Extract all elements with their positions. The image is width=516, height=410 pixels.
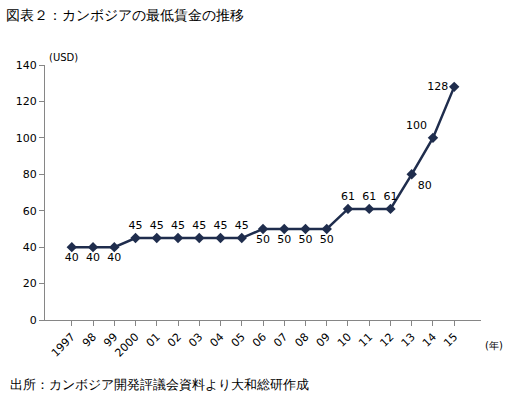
svg-text:2000: 2000 xyxy=(113,331,142,360)
svg-text:40: 40 xyxy=(23,241,37,254)
svg-text:100: 100 xyxy=(406,119,427,132)
svg-text:45: 45 xyxy=(171,219,185,232)
svg-text:07: 07 xyxy=(271,331,290,350)
svg-text:50: 50 xyxy=(256,233,270,246)
svg-text:45: 45 xyxy=(129,219,143,232)
svg-text:04: 04 xyxy=(207,331,226,350)
svg-text:61: 61 xyxy=(341,190,355,203)
svg-text:98: 98 xyxy=(80,331,99,350)
svg-text:40: 40 xyxy=(65,251,79,264)
svg-text:13: 13 xyxy=(399,331,418,350)
svg-text:02: 02 xyxy=(165,331,184,350)
svg-text:60: 60 xyxy=(23,205,37,218)
svg-text:100: 100 xyxy=(16,132,37,145)
svg-text:09: 09 xyxy=(314,331,333,350)
svg-text:50: 50 xyxy=(298,233,312,246)
svg-text:(USD): (USD) xyxy=(49,52,78,63)
svg-text:1997: 1997 xyxy=(49,331,78,360)
svg-text:40: 40 xyxy=(107,251,121,264)
svg-text:40: 40 xyxy=(86,251,100,264)
svg-text:45: 45 xyxy=(192,219,206,232)
svg-text:128: 128 xyxy=(427,80,448,93)
svg-text:45: 45 xyxy=(214,219,228,232)
svg-text:図表２：カンボジアの最低賃金の推移: 図表２：カンボジアの最低賃金の推移 xyxy=(6,7,244,23)
svg-text:140: 140 xyxy=(16,59,37,72)
svg-text:99: 99 xyxy=(101,331,120,350)
svg-text:08: 08 xyxy=(292,331,311,350)
svg-text:45: 45 xyxy=(235,219,249,232)
svg-text:50: 50 xyxy=(277,233,291,246)
svg-text:120: 120 xyxy=(16,95,37,108)
svg-text:0: 0 xyxy=(30,314,37,327)
svg-text:06: 06 xyxy=(250,331,269,350)
svg-text:80: 80 xyxy=(23,168,37,181)
svg-text:11: 11 xyxy=(356,331,375,350)
svg-text:05: 05 xyxy=(229,331,248,350)
svg-text:(年): (年) xyxy=(485,340,503,351)
svg-text:61: 61 xyxy=(362,190,376,203)
svg-text:14: 14 xyxy=(420,331,439,350)
svg-text:出所：カンボジア開発評議会資料より大和総研作成: 出所：カンボジア開発評議会資料より大和総研作成 xyxy=(10,377,309,392)
svg-text:03: 03 xyxy=(186,331,205,350)
svg-text:15: 15 xyxy=(441,331,460,350)
svg-text:10: 10 xyxy=(335,331,354,350)
svg-text:12: 12 xyxy=(377,331,396,350)
svg-text:50: 50 xyxy=(320,233,334,246)
svg-text:45: 45 xyxy=(150,219,164,232)
svg-text:61: 61 xyxy=(383,190,397,203)
svg-text:80: 80 xyxy=(418,179,432,192)
svg-text:01: 01 xyxy=(144,331,163,350)
svg-text:20: 20 xyxy=(23,277,37,290)
